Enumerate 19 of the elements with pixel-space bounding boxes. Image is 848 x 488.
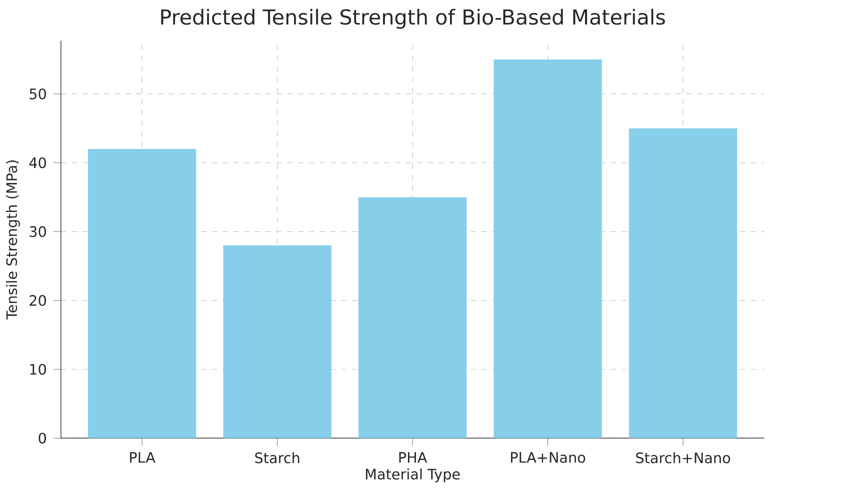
x-tick-label: PLA+Nano: [511, 452, 586, 463]
x-tick-label: PHA: [399, 452, 428, 462]
bar: [494, 59, 602, 438]
y-axis-title: Tensile Strength (MPa): [6, 160, 20, 320]
y-tick-label: 20: [30, 294, 46, 306]
y-tick-label: 10: [30, 364, 46, 375]
y-tick-label: 50: [30, 88, 46, 100]
bar: [88, 148, 196, 438]
chart-title: Predicted Tensile Strength of Bio-Based Materials: [161, 8, 665, 29]
bar: [628, 128, 738, 438]
x-tick-label: Starch+Nano: [636, 452, 730, 464]
x-axis-title: Material Type: [366, 468, 460, 482]
y-tick-label: 30: [30, 226, 46, 237]
x-tick-label: Starch: [255, 452, 300, 464]
bar: [358, 197, 467, 438]
x-tick-label: PLA: [130, 452, 156, 462]
y-tick-label: 0: [38, 432, 46, 444]
bar: [223, 245, 332, 438]
y-tick-label: 40: [29, 157, 46, 168]
